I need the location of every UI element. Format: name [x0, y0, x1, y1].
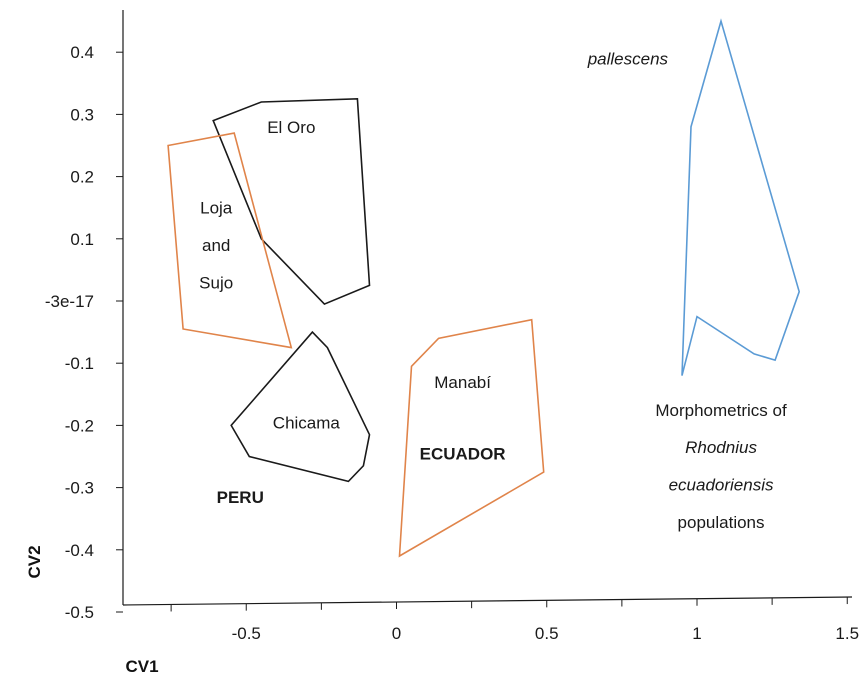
x-tick-label: -0.5: [232, 624, 261, 643]
annotation-peru: PERU: [217, 488, 264, 507]
y-tick-label: 0.2: [70, 168, 94, 187]
x-axis-line: [122, 596, 853, 606]
annotation-chicama: Chicama: [273, 413, 341, 432]
annotation-morph2: Rhodnius: [685, 438, 757, 457]
annotation-manabi: Manabí: [434, 373, 491, 392]
y-tick-label: -0.3: [65, 479, 94, 498]
y-tick-label: -0.2: [65, 416, 94, 435]
polygon-el-oro: [212, 97, 371, 306]
x-tick-label: 1.5: [835, 624, 859, 643]
annotation-loja1: Loja: [200, 199, 233, 218]
labels-layer: El Oro Loja and Sujo Chicama PERU Manabí ECUADO…: [199, 49, 787, 531]
y-tick-label: -0.1: [65, 354, 94, 373]
annotation-loja3: Sujo: [199, 273, 233, 292]
annotation-morph4: populations: [678, 513, 765, 532]
annotation-pallescens: pallescens: [587, 49, 669, 68]
y-tick-label: -0.5: [65, 603, 94, 622]
annotation-loja2: and: [202, 236, 230, 255]
axes-layer: [122, 10, 853, 606]
annotation-morph3: ecuadoriensis: [669, 475, 774, 494]
y-tick-label: -0.4: [65, 541, 94, 560]
y-tick-label: 0.1: [70, 230, 94, 249]
polygon-pallescens: [681, 18, 801, 376]
x-axis-title: CV1: [125, 657, 158, 676]
x-tick-label: 1: [692, 624, 701, 643]
y-tick-label: -3e-17: [45, 292, 94, 311]
annotation-morph1: Morphometrics of: [655, 401, 787, 420]
polygon-chicama: [230, 330, 371, 483]
y-axis-title: CV2: [25, 545, 44, 578]
x-tick-label: 0: [392, 624, 401, 643]
polygons-layer: [167, 18, 801, 558]
y-tick-label: 0.4: [70, 43, 94, 62]
polygon-loja-and-sujo: [167, 132, 293, 349]
annotation-el_oro: El Oro: [267, 118, 315, 137]
polygon-manab-: [398, 318, 545, 558]
ticks-layer: 0.4 0.3 0.2 0.1 -3e-17 -0.1 -0.2 -0.3 -0.4 -0.5 -0…: [45, 43, 859, 643]
y-tick-label: 0.3: [70, 105, 94, 124]
x-tick-label: 0.5: [535, 624, 559, 643]
annotation-ecuador: ECUADOR: [420, 444, 506, 463]
